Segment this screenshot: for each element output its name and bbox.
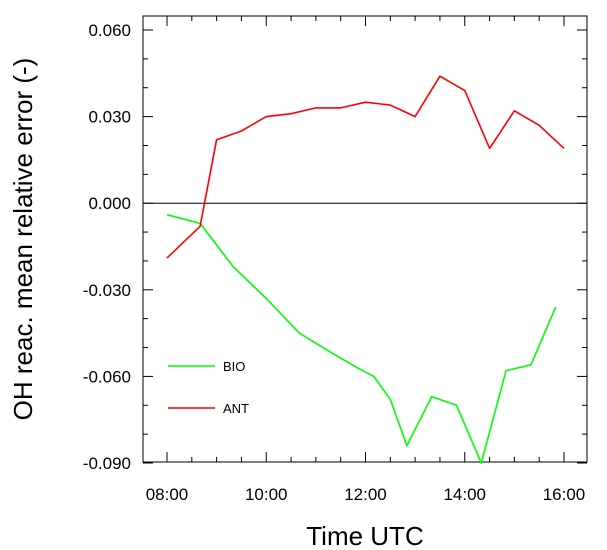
series-group: [166, 75, 565, 464]
y-tick-label: 0.000: [88, 194, 131, 213]
y-tick-label: -0.090: [83, 454, 131, 473]
x-axis-title: Time UTC: [306, 521, 423, 550]
x-tick-label: 10:00: [245, 485, 288, 504]
series-line-ant: [166, 75, 565, 259]
y-tick-labels: 0.060 0.030 0.000 -0.030 -0.060 -0.090: [83, 21, 131, 473]
x-tick-label: 12:00: [344, 485, 387, 504]
legend: BIO ANT: [168, 359, 249, 416]
legend-label-bio: BIO: [223, 359, 245, 374]
x-tick-label: 08:00: [146, 485, 189, 504]
y-tick-label: -0.060: [83, 367, 131, 386]
plot-frame: [142, 15, 588, 463]
series-line-bio: [166, 213, 557, 464]
x-tick-label: 16:00: [543, 485, 586, 504]
y-tick-label: 0.030: [88, 108, 131, 127]
x-tick-label: 14:00: [443, 485, 486, 504]
y-axis-title: OH reac. mean relative error (-): [8, 58, 38, 421]
legend-label-ant: ANT: [223, 401, 249, 416]
x-tick-labels: 08:00 10:00 12:00 14:00 16:00: [146, 485, 586, 504]
axis-ticks: [143, 16, 587, 464]
y-tick-label: -0.030: [83, 281, 131, 300]
y-tick-label: 0.060: [88, 21, 131, 40]
